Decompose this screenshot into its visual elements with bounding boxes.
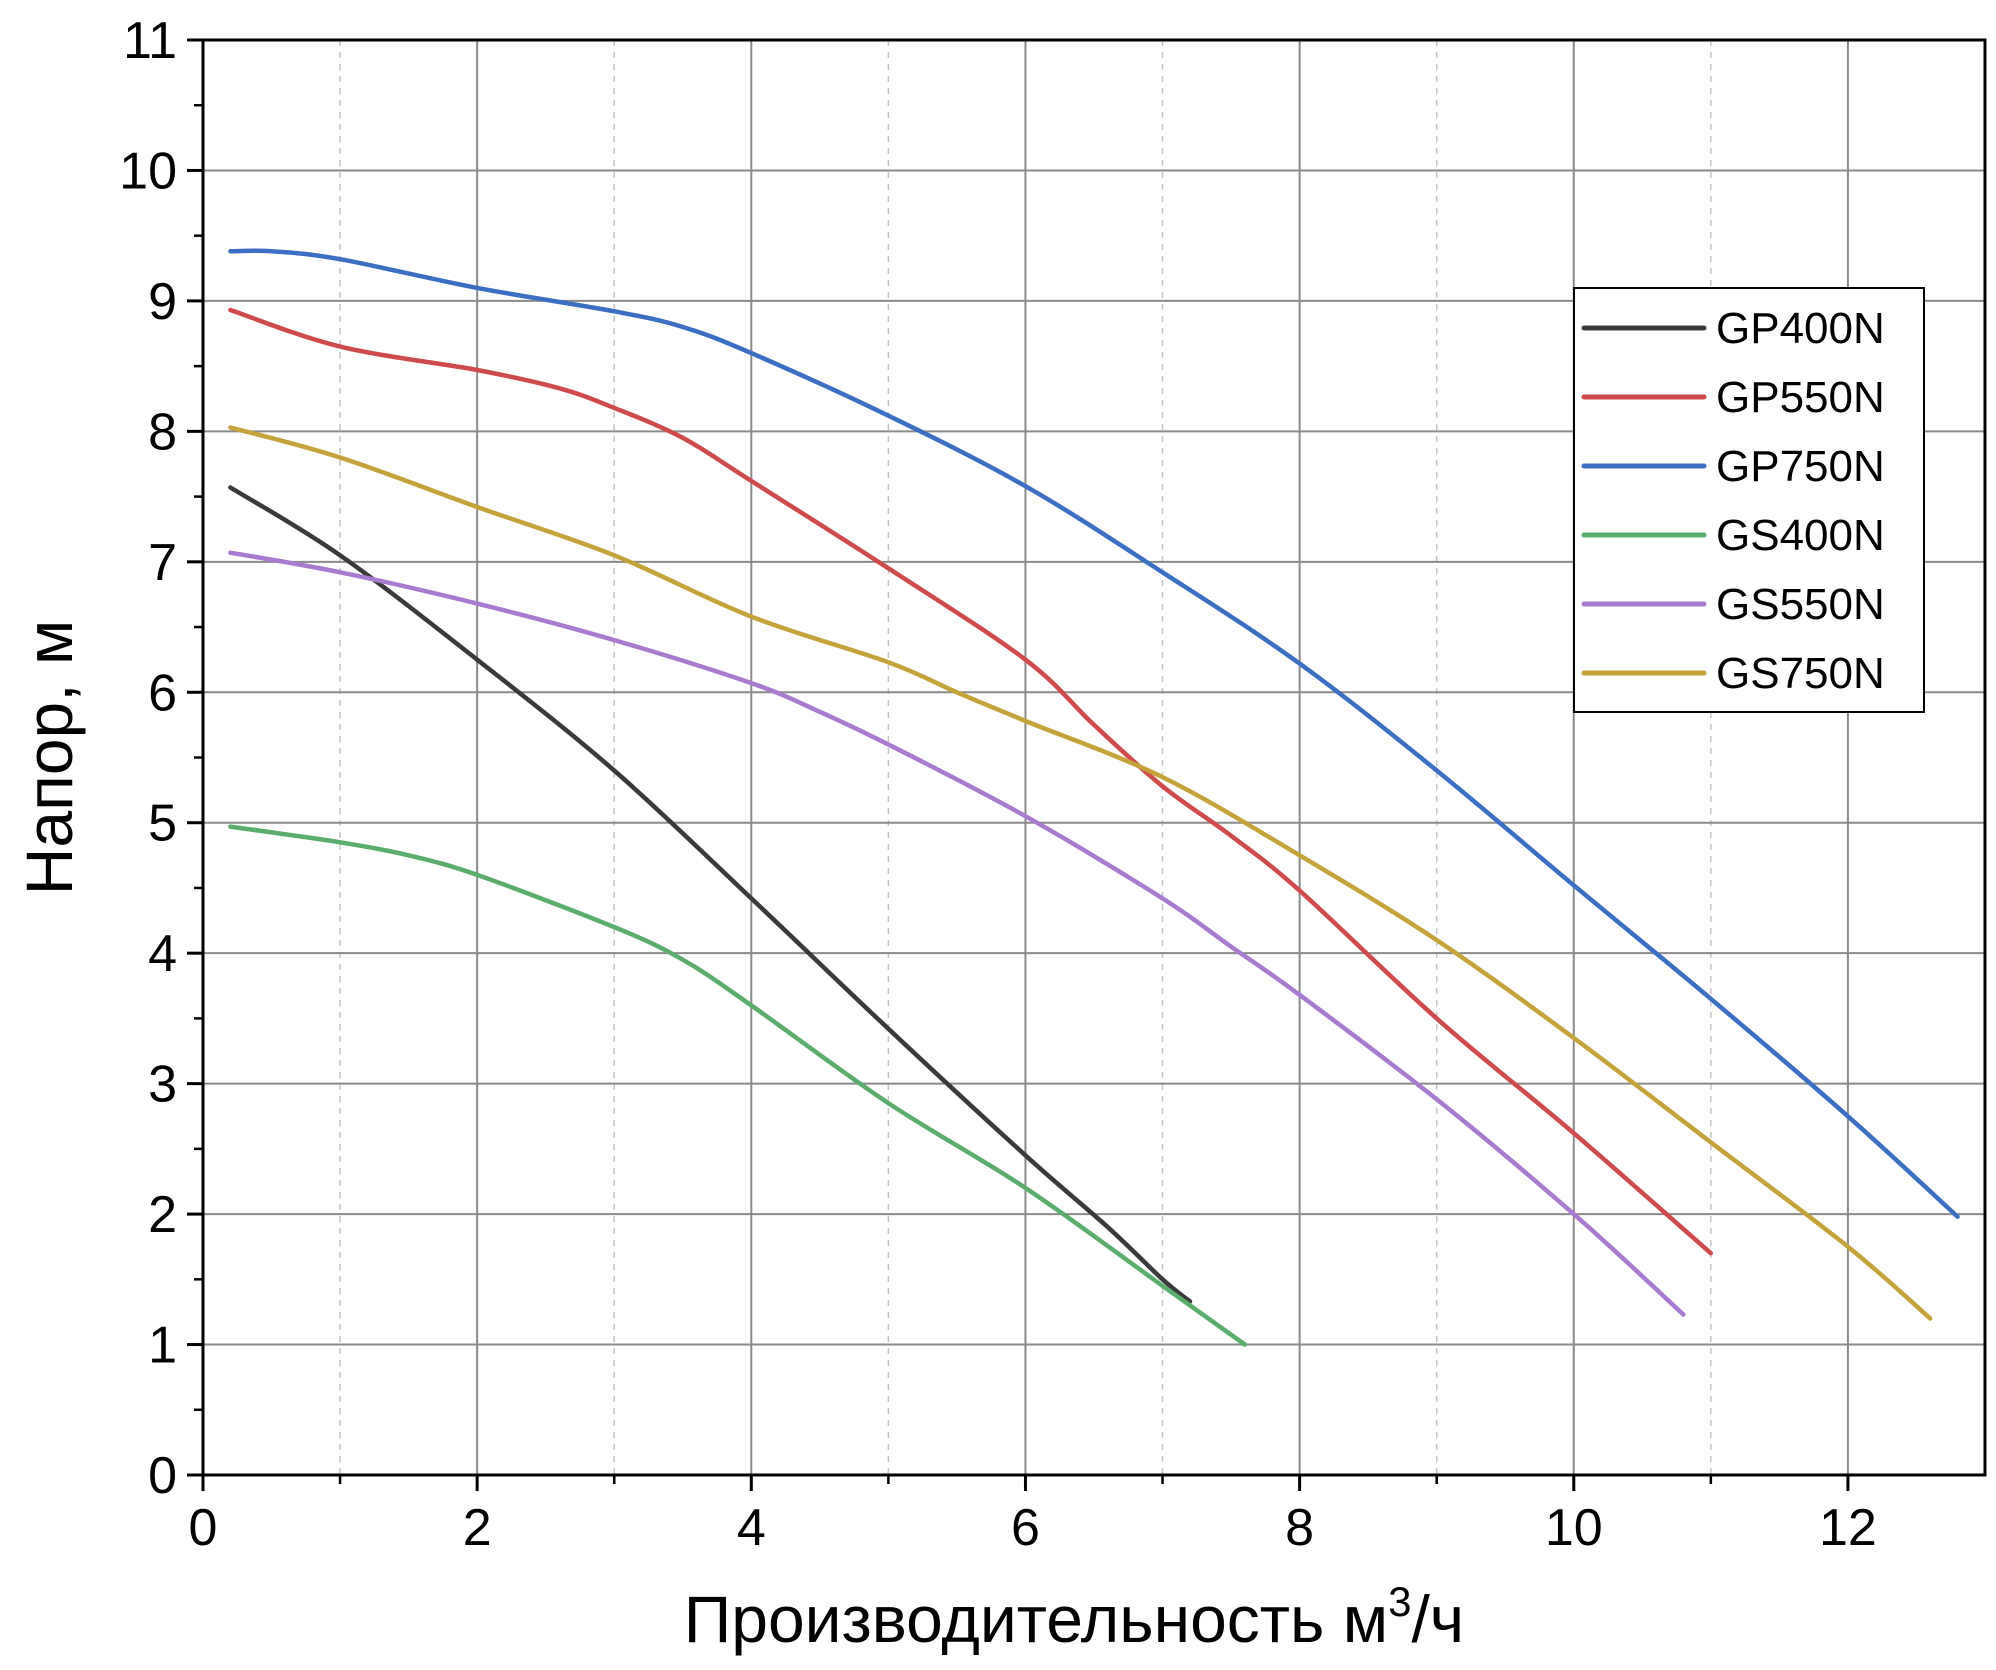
x-axis-title: Производительность м3/ч — [684, 1578, 1464, 1656]
y-axis-title: Напор, м — [12, 620, 86, 896]
y-tick-label: 2 — [148, 1186, 177, 1244]
y-tick-label: 5 — [148, 795, 177, 853]
x-tick-label: 10 — [1545, 1499, 1603, 1557]
y-tick-label: 8 — [148, 403, 177, 461]
series-line-gp750n — [228, 248, 1960, 1219]
legend-label-gs550n: GS550N — [1716, 580, 1885, 629]
y-tick-label: 0 — [148, 1447, 177, 1505]
series-line-gs400n — [228, 824, 1248, 1347]
x-tick-label: 6 — [1011, 1499, 1040, 1557]
y-tick-label: 7 — [148, 534, 177, 592]
x-axis-title-sup: 3 — [1388, 1578, 1411, 1625]
legend: GP400N GP550N GP750N GS400N GS550N GS750N — [1573, 287, 1925, 713]
series-line-gs750n — [228, 425, 1933, 1321]
x-tick-label: 12 — [1819, 1499, 1877, 1557]
y-tick-label: 4 — [148, 925, 177, 983]
series-line-gp400n — [228, 485, 1193, 1304]
y-tick-label: 11 — [123, 12, 177, 70]
x-tick-label: 8 — [1285, 1499, 1314, 1557]
legend-label-gp400n: GP400N — [1716, 304, 1885, 353]
y-tick-label: 9 — [148, 273, 177, 331]
x-tick-label: 2 — [463, 1499, 492, 1557]
grid — [203, 40, 1985, 1475]
legend-label-gs400n: GS400N — [1716, 511, 1885, 560]
legend-label-gp750n: GP750N — [1716, 442, 1885, 491]
x-tick-label: 4 — [737, 1499, 766, 1557]
legend-label-gp550n: GP550N — [1716, 373, 1885, 422]
legend-box — [1573, 287, 1925, 713]
x-tick-label: 0 — [189, 1499, 218, 1557]
y-tick-label: 6 — [148, 664, 177, 722]
y-tick-label: 3 — [148, 1056, 177, 1114]
y-tick-label: 10 — [119, 142, 177, 200]
series-line-gs550n — [228, 550, 1686, 1317]
series-lines — [228, 248, 1960, 1347]
y-tick-label: 1 — [148, 1317, 177, 1375]
x-axis-title-tail: /ч — [1411, 1582, 1464, 1656]
series-line-gp550n — [228, 307, 1714, 1256]
legend-label-gs750n: GS750N — [1716, 649, 1885, 698]
x-axis-title-main: Производительность м — [684, 1582, 1388, 1656]
